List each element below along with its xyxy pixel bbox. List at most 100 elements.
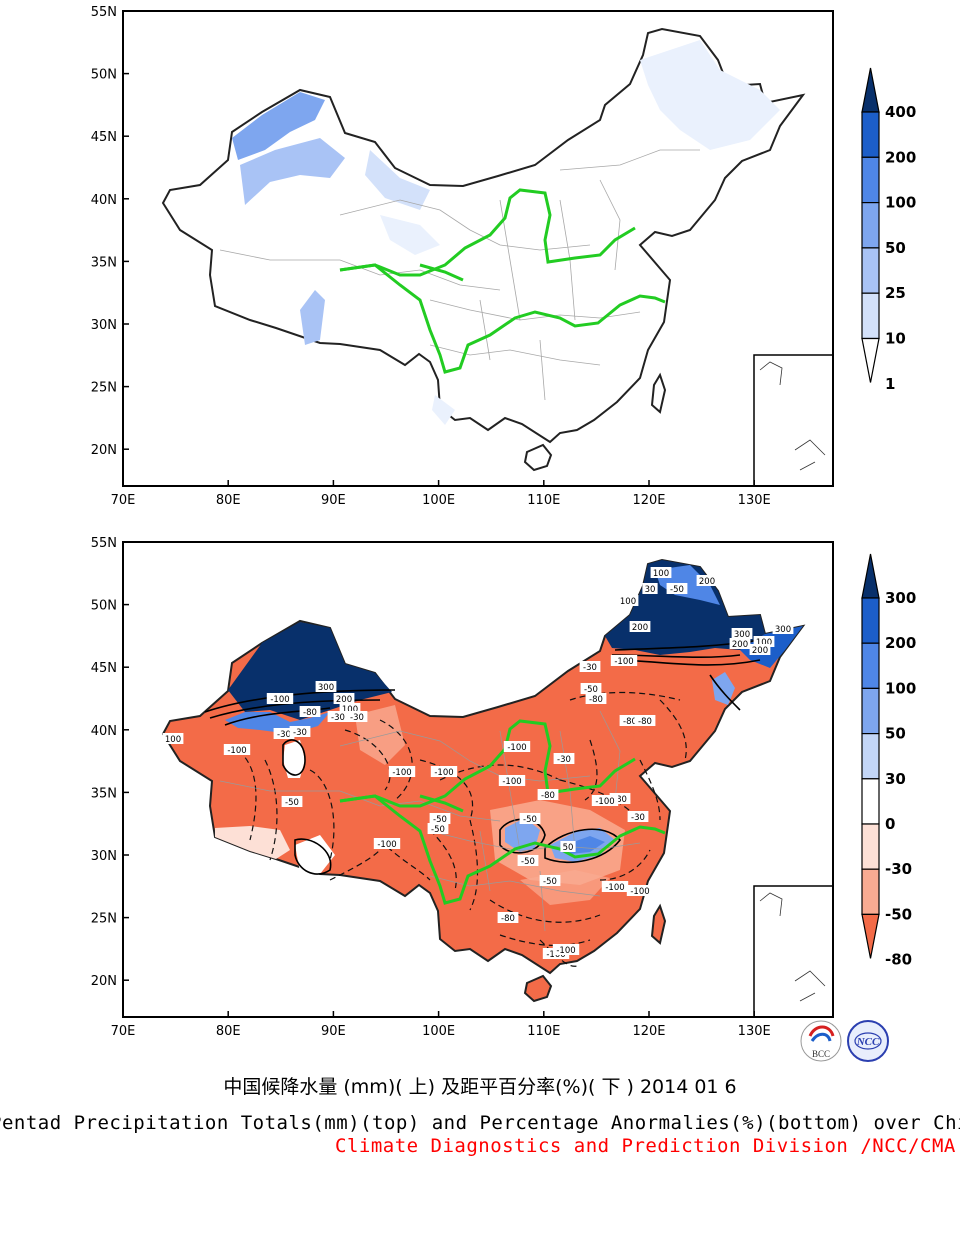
- south-china-sea-inset-top: [753, 354, 833, 486]
- contour-label: -80: [623, 717, 637, 727]
- yellow-river-bottom: [339, 719, 636, 808]
- anomaly-neutral-tibet: [215, 826, 290, 859]
- contour-label: -30: [557, 755, 571, 765]
- taiwan-top: [650, 372, 667, 414]
- lat-tick-label: 40N: [91, 193, 117, 208]
- colorbar-swatch: [861, 111, 880, 158]
- yangtze-river-bottom: [339, 794, 666, 905]
- colorbar-swatch: [861, 202, 880, 249]
- colorbar-label: 200: [885, 148, 916, 166]
- contour-label: -80: [589, 695, 603, 705]
- contour-label: -50: [431, 825, 445, 835]
- lon-tick-label: 90E: [321, 493, 346, 508]
- precip-shade-1: [232, 92, 325, 160]
- colorbar-label: 50: [885, 239, 906, 257]
- contour-label-bg: [537, 789, 559, 800]
- colorbar-swatch: [861, 687, 880, 735]
- contour-label-bg: [619, 715, 641, 726]
- colorbar-label: 100: [885, 679, 916, 697]
- contour-label-bg: [753, 636, 775, 647]
- lat-tick-label: 45N: [91, 661, 117, 676]
- colorbar-swatch: [861, 247, 880, 294]
- contour-label-bg: [772, 623, 794, 634]
- contour-label: 100: [342, 705, 358, 715]
- yellow-river-top: [339, 188, 636, 277]
- lon-tick-label: 120E: [632, 493, 665, 508]
- contour-label: 50: [563, 843, 574, 853]
- lat-tick-label: 25N: [91, 381, 117, 396]
- contour-label-bg: [273, 728, 295, 739]
- contour-label: -80: [541, 791, 555, 801]
- contour-label: -100: [434, 768, 453, 778]
- contour-label: -30: [277, 730, 291, 740]
- contour-label-bg: [666, 583, 688, 594]
- contour-label-bg: [601, 881, 629, 892]
- colorbar-label: 1: [885, 375, 895, 393]
- contour-label-bg: [388, 766, 416, 777]
- contour-label-bg: [627, 811, 649, 822]
- contour-label: -30: [631, 813, 645, 823]
- taiwan-bottom: [650, 903, 667, 945]
- lat-tick-label: 55N: [91, 536, 117, 551]
- colorbar-swatch: [861, 597, 880, 644]
- contour-label: 300: [318, 683, 334, 693]
- colorbar-label: 0: [885, 815, 895, 833]
- lon-tick-label: 70E: [111, 493, 136, 508]
- top-latitude-axis: 55N 50N 45N 40N 35N 30N 25N 20N: [91, 5, 129, 458]
- precip-shade-2: [240, 138, 345, 205]
- contour-label-bg: [749, 644, 771, 655]
- contour-label-bg: [553, 753, 575, 764]
- lon-tick-label: 100E: [422, 493, 455, 508]
- lat-tick-label: 30N: [91, 318, 117, 333]
- english-title: Pentad Precipitation Totals(mm)(top) and…: [0, 1112, 960, 1134]
- lon-tick-label: 90E: [321, 1024, 346, 1039]
- colorbar-label: 100: [885, 194, 916, 212]
- lat-tick-label: 35N: [91, 786, 117, 801]
- colorbar-label: 300: [885, 589, 916, 607]
- contour-label-bg: [498, 775, 526, 786]
- contour-label-bg: [281, 796, 303, 807]
- lat-tick-label: 50N: [91, 599, 117, 614]
- bottom-latitude-axis: 55N 50N 45N 40N 35N 30N 25N 20N: [91, 536, 129, 989]
- contour-label-bg: [552, 944, 580, 955]
- contour-label: -100: [270, 695, 289, 705]
- contour-label: 300: [734, 630, 750, 640]
- colorbar-label: 10: [885, 330, 906, 348]
- contour-label: -100: [630, 887, 649, 897]
- top-colorbar: 400 200 100 50 25 10 1: [861, 67, 916, 393]
- contour-label-bg: [626, 885, 654, 896]
- contour-label: -80: [501, 914, 515, 924]
- contour-label: -30: [331, 713, 345, 723]
- lon-tick-label: 110E: [527, 1024, 560, 1039]
- contour-label-bg: [346, 711, 368, 722]
- lat-tick-label: 35N: [91, 255, 117, 270]
- precip-shade-7: [432, 395, 455, 425]
- colorbar-bottom-arrow: [861, 337, 880, 383]
- contour-label-bg: [266, 693, 294, 704]
- contour-label-bg: [731, 628, 753, 639]
- colorbar-swatch: [861, 642, 880, 690]
- contour-label: -100: [227, 746, 246, 756]
- lat-tick-label: 50N: [91, 68, 117, 83]
- contour-label-bg: [560, 841, 576, 852]
- contour-label-bg: [333, 693, 355, 704]
- anomaly-neutral-tibet-2: [295, 835, 335, 874]
- contour-label: -100: [507, 743, 526, 753]
- lat-tick-label: 25N: [91, 912, 117, 927]
- contour-label-bg: [610, 655, 638, 666]
- contour-label: -100: [614, 657, 633, 667]
- lon-tick-label: 110E: [527, 493, 560, 508]
- river-branch-bottom: [419, 794, 464, 813]
- dashed-contours: [229, 691, 687, 967]
- colorbar-top-arrow: [861, 553, 880, 599]
- contour-label-bg: [650, 567, 672, 578]
- contour-label: -50: [670, 585, 684, 595]
- contour-label: 100: [653, 569, 669, 579]
- contour-label: 100: [165, 735, 181, 745]
- contour-label-bg: [429, 813, 451, 824]
- contour-label: 200: [752, 646, 768, 656]
- contour-label: 200: [336, 695, 352, 705]
- colorbar-label: 400: [885, 103, 916, 121]
